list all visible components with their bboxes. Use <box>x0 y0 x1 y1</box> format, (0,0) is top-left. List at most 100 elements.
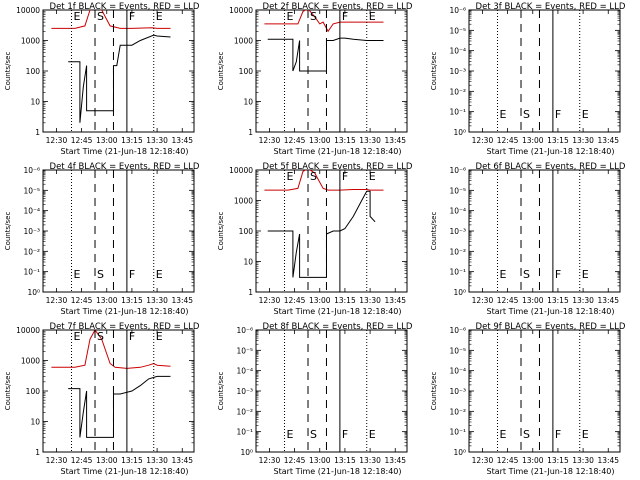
y-tick-label: 10⁻⁶ <box>449 166 466 175</box>
y-tick-label: 10⁻² <box>23 247 40 256</box>
x-tick-label: 12:45 <box>497 136 519 145</box>
marker-label: F <box>129 268 135 281</box>
x-axis-label: Start Time (21-Jun-18 12:18:40) <box>61 307 189 316</box>
marker-label: S <box>97 268 104 281</box>
series-line-events <box>68 34 171 123</box>
x-tick-label: 12:30 <box>259 456 281 465</box>
y-tick-label: 100 <box>239 67 254 76</box>
y-tick-label: 10⁻¹ <box>23 268 40 277</box>
x-tick-label: 13:30 <box>359 456 381 465</box>
marker-label: S <box>97 10 104 23</box>
y-tick-label: 10⁻⁵ <box>449 346 466 355</box>
x-axis-label: Start Time (21-Jun-18 12:18:40) <box>487 307 615 316</box>
x-tick-label: 13:30 <box>572 296 594 305</box>
y-tick-label: 1000 <box>21 37 40 46</box>
marker-label: E <box>74 330 81 343</box>
chart-panel: Det 7f BLACK = Events, RED = LLD Counts/s… <box>4 322 200 476</box>
y-tick-label: 10000 <box>16 6 40 15</box>
series-line-events <box>267 190 376 278</box>
marker-label: F <box>555 268 561 281</box>
y-tick-label: 10⁻² <box>236 407 253 416</box>
x-tick-label: 13:00 <box>309 136 331 145</box>
y-tick-label: 10⁻¹ <box>449 108 466 117</box>
chart-panel: Det 2f BLACK = Events, RED = LLD Counts/s… <box>217 2 413 156</box>
marker-label: E <box>156 10 163 23</box>
y-tick-label: 10000 <box>229 166 253 175</box>
x-tick-label: 13:30 <box>146 456 168 465</box>
y-tick-label: 10⁻⁵ <box>449 26 466 35</box>
y-tick-label: 10⁻⁵ <box>236 346 253 355</box>
plot-frame <box>42 329 195 453</box>
chart-title: Det 5f BLACK = Events, RED = LLD <box>263 162 413 172</box>
y-tick-label: 1000 <box>21 357 40 366</box>
y-tick-label: 1000 <box>234 37 253 46</box>
y-tick-label: 10000 <box>16 326 40 335</box>
marker-label: E <box>287 428 294 441</box>
chart-title: Det 2f BLACK = Events, RED = LLD <box>263 2 413 12</box>
x-axis-label: Start Time (21-Jun-18 12:18:40) <box>487 147 615 156</box>
x-tick-label: 13:15 <box>334 456 356 465</box>
x-tick-label: 13:00 <box>522 136 544 145</box>
y-axis-label: Counts/sec <box>217 372 225 411</box>
plot-frame <box>468 329 621 453</box>
y-tick-label: 10⁻⁶ <box>449 6 466 15</box>
chart-title: Det 1f BLACK = Events, RED = LLD <box>50 2 200 12</box>
y-axis-label: Counts/sec <box>430 52 438 91</box>
y-tick-label: 10 <box>30 418 40 427</box>
y-tick-label: 10⁻⁶ <box>23 166 40 175</box>
x-tick-label: 13:15 <box>547 456 569 465</box>
y-tick-label: 10⁻¹ <box>449 268 466 277</box>
x-tick-label: 13:15 <box>121 136 143 145</box>
chart-title: Det 6f BLACK = Events, RED = LLD <box>476 162 626 172</box>
x-tick-label: 13:45 <box>171 296 193 305</box>
y-tick-label: 10⁻³ <box>449 227 466 236</box>
marker-label: E <box>287 10 294 23</box>
x-tick-label: 12:45 <box>284 296 306 305</box>
y-axis-label: Counts/sec <box>430 372 438 411</box>
x-tick-label: 12:30 <box>472 456 494 465</box>
x-tick-label: 12:45 <box>71 136 93 145</box>
y-axis-label: Counts/sec <box>217 212 225 251</box>
y-tick-label: 10⁻³ <box>449 67 466 76</box>
y-axis-label: Counts/sec <box>4 52 12 91</box>
x-tick-label: 13:45 <box>171 456 193 465</box>
marker-label: S <box>310 170 317 183</box>
x-tick-label: 13:00 <box>309 296 331 305</box>
y-tick-label: 10⁻³ <box>23 227 40 236</box>
marker-label: E <box>582 108 589 121</box>
marker-label: F <box>342 170 348 183</box>
x-tick-label: 13:15 <box>121 456 143 465</box>
plot-frame <box>255 329 408 453</box>
x-tick-label: 13:30 <box>146 296 168 305</box>
y-tick-label: 10⁰ <box>453 448 466 457</box>
y-tick-label: 1 <box>248 128 253 137</box>
x-tick-label: 13:00 <box>522 456 544 465</box>
y-tick-label: 10000 <box>229 6 253 15</box>
chart-panel: Det 8f BLACK = Events, RED = LLD Counts/s… <box>217 322 413 476</box>
y-tick-label: 10 <box>30 98 40 107</box>
x-tick-label: 12:30 <box>46 296 68 305</box>
marker-label: E <box>582 268 589 281</box>
y-tick-label: 10 <box>243 258 253 267</box>
x-tick-label: 12:45 <box>497 296 519 305</box>
x-tick-label: 13:15 <box>547 136 569 145</box>
marker-label: E <box>500 108 507 121</box>
chart-title: Det 7f BLACK = Events, RED = LLD <box>50 322 200 332</box>
x-tick-label: 13:30 <box>359 296 381 305</box>
y-tick-label: 10⁻⁶ <box>236 326 253 335</box>
x-tick-label: 12:45 <box>284 136 306 145</box>
y-tick-label: 10⁻² <box>449 407 466 416</box>
y-tick-label: 10⁰ <box>240 448 253 457</box>
x-tick-label: 12:30 <box>259 136 281 145</box>
series-line-lld <box>51 10 171 29</box>
y-tick-label: 10⁻⁵ <box>23 186 40 195</box>
marker-label: F <box>555 108 561 121</box>
x-tick-label: 13:30 <box>359 136 381 145</box>
chart-panel: Det 6f BLACK = Events, RED = LLD Counts/s… <box>430 162 626 316</box>
series-line-lld <box>264 170 384 191</box>
marker-label: E <box>156 268 163 281</box>
marker-label: E <box>500 268 507 281</box>
x-tick-label: 13:00 <box>96 296 118 305</box>
marker-label: F <box>342 10 348 23</box>
x-tick-label: 13:45 <box>384 296 406 305</box>
